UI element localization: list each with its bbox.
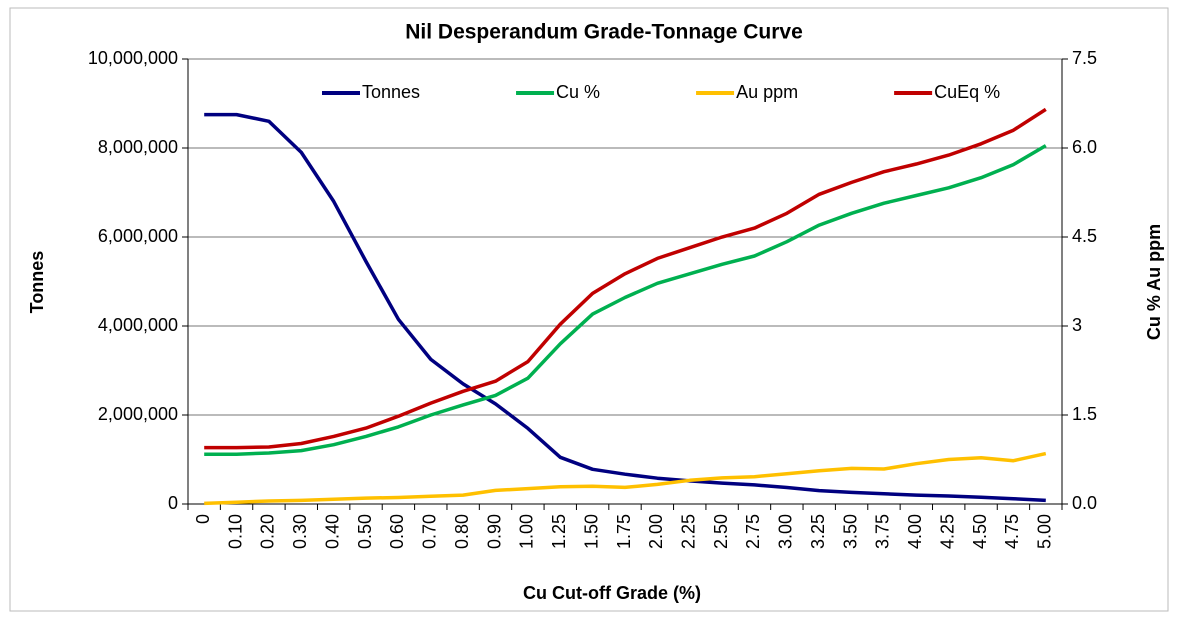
x-tick-label: 1.00 xyxy=(517,514,537,549)
x-tick-label: 5.00 xyxy=(1035,514,1055,549)
x-tick-label: 1.50 xyxy=(581,514,601,549)
x-tick-label: 1.75 xyxy=(614,514,634,549)
x-tick-label: 0 xyxy=(193,514,213,524)
y-tick-label: 4,000,000 xyxy=(98,315,178,335)
y-tick-label: 10,000,000 xyxy=(88,48,178,68)
x-tick-label: 3.75 xyxy=(873,514,893,549)
x-tick-label: 2.75 xyxy=(743,514,763,549)
y-tick-label: 8,000,000 xyxy=(98,137,178,157)
x-tick-label: 4.50 xyxy=(970,514,990,549)
y2-tick-label: 0.0 xyxy=(1072,493,1097,513)
x-axis-label: Cu Cut-off Grade (%) xyxy=(523,583,701,603)
chart-frame xyxy=(9,7,1169,612)
y2-tick-label: 3 xyxy=(1072,315,1082,335)
x-tick-label: 1.25 xyxy=(549,514,569,549)
series-line xyxy=(204,451,1047,506)
x-tick-label: 0.40 xyxy=(322,514,342,549)
x-tick-label: 0.60 xyxy=(387,514,407,549)
x-tick-label: 4.00 xyxy=(905,514,925,549)
y2-axis-label: Cu % Au ppm xyxy=(1144,224,1164,340)
x-tick-label: 2.25 xyxy=(678,514,698,549)
x-tick-label: 4.75 xyxy=(1002,514,1022,549)
legend-label: Tonnes xyxy=(362,82,420,102)
legend-label: Cu % xyxy=(556,82,600,102)
x-tick-label: 0.20 xyxy=(258,514,278,549)
legend-label: CuEq % xyxy=(934,82,1000,102)
y2-tick-label: 7.5 xyxy=(1072,48,1097,68)
chart-title: Nil Desperandum Grade-Tonnage Curve xyxy=(405,21,803,44)
x-tick-label: 0.50 xyxy=(355,514,375,549)
series-line xyxy=(204,112,1046,503)
x-tick-label: 0.80 xyxy=(452,514,472,549)
y2-tick-label: 6.0 xyxy=(1072,137,1097,157)
x-tick-label: 0.10 xyxy=(225,514,245,549)
y-tick-label: 0 xyxy=(168,493,178,513)
series-line xyxy=(204,144,1047,456)
y-axis-label: Tonnes xyxy=(27,251,47,314)
x-tick-label: 4.25 xyxy=(937,514,957,549)
x-tick-label: 0.30 xyxy=(290,514,310,549)
x-tick-label: 3.50 xyxy=(840,514,860,549)
x-tick-label: 0.90 xyxy=(484,514,504,549)
y-tick-label: 6,000,000 xyxy=(98,226,178,246)
y2-tick-label: 4.5 xyxy=(1072,226,1097,246)
x-tick-label: 3.25 xyxy=(808,514,828,549)
x-tick-label: 2.00 xyxy=(646,514,666,549)
series-line xyxy=(204,107,1047,450)
y-tick-label: 2,000,000 xyxy=(98,404,178,424)
y2-tick-label: 1.5 xyxy=(1072,404,1097,424)
x-tick-label: 3.00 xyxy=(776,514,796,549)
legend-label: Au ppm xyxy=(736,82,798,102)
x-tick-label: 2.50 xyxy=(711,514,731,549)
x-tick-label: 0.70 xyxy=(420,514,440,549)
